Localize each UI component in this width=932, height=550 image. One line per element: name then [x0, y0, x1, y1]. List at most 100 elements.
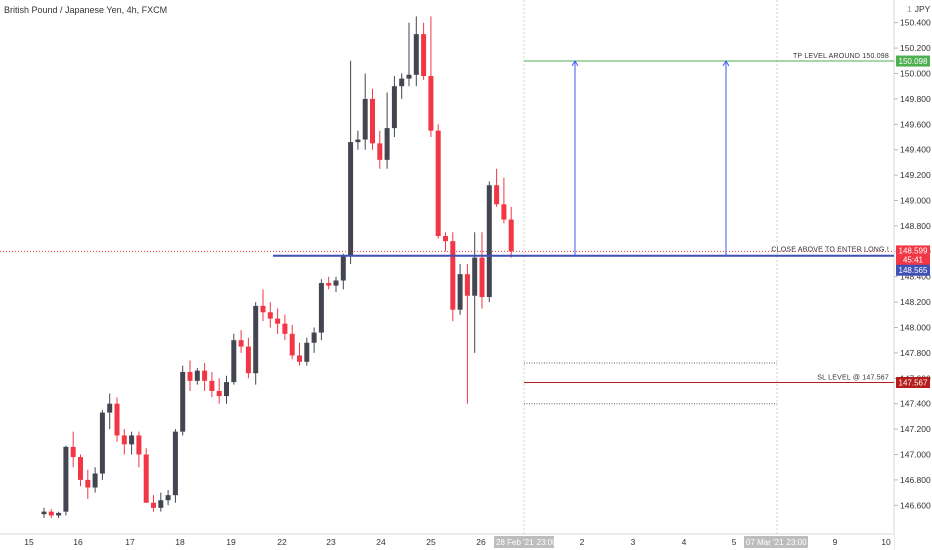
candle-body — [377, 143, 383, 160]
candle[interactable] — [209, 371, 215, 398]
candle[interactable] — [194, 368, 200, 385]
candle[interactable] — [158, 492, 164, 512]
candle[interactable] — [333, 276, 339, 292]
y-tick-label: 147.200 — [900, 424, 931, 434]
candle[interactable] — [355, 130, 361, 150]
candle[interactable] — [428, 16, 434, 137]
candle-body — [384, 128, 390, 160]
candle[interactable] — [282, 314, 288, 341]
target-arrow-2[interactable] — [722, 60, 730, 257]
candle[interactable] — [136, 431, 142, 468]
candle[interactable] — [48, 509, 54, 518]
candle[interactable] — [384, 92, 390, 169]
candle[interactable] — [151, 495, 156, 512]
x-tick-label: 18 — [175, 537, 185, 547]
candle[interactable] — [297, 342, 302, 366]
candle[interactable] — [435, 124, 441, 239]
candle[interactable] — [318, 279, 324, 341]
candle-body — [224, 382, 229, 397]
entry-price-tag: 148.565 — [896, 264, 930, 276]
candle[interactable] — [260, 289, 266, 322]
candle[interactable] — [450, 232, 456, 322]
candle[interactable] — [479, 232, 485, 309]
x-tick-label: 15 — [24, 537, 34, 547]
candle[interactable] — [85, 469, 91, 499]
candle[interactable] — [275, 308, 281, 334]
candle[interactable] — [472, 232, 478, 353]
candle-body — [209, 380, 215, 391]
candle[interactable] — [99, 410, 105, 480]
candle[interactable] — [362, 73, 368, 150]
tp-price-tag: 150.098 — [896, 55, 930, 67]
candle[interactable] — [326, 276, 332, 290]
candle[interactable] — [78, 454, 83, 487]
candle[interactable] — [70, 431, 76, 468]
candle[interactable] — [289, 324, 295, 360]
candle[interactable] — [391, 76, 397, 137]
candle[interactable] — [224, 375, 229, 404]
sl-label[interactable]: SL LEVEL @ 147.567 — [817, 374, 889, 381]
candle[interactable] — [238, 330, 244, 353]
candle[interactable] — [464, 264, 470, 404]
candle-body — [107, 403, 113, 413]
candle[interactable] — [399, 73, 405, 99]
candle[interactable] — [92, 467, 98, 493]
svg-text:148.599: 148.599 — [899, 246, 928, 255]
candle[interactable] — [187, 360, 193, 391]
candle[interactable] — [267, 302, 273, 328]
candle[interactable] — [501, 177, 507, 224]
candle[interactable] — [245, 337, 251, 379]
candle[interactable] — [129, 431, 135, 455]
candle[interactable] — [56, 511, 62, 518]
candle[interactable] — [121, 429, 127, 455]
entry-label[interactable]: CLOSE ABOVE TO ENTER LONG ! — [771, 247, 889, 254]
candle[interactable] — [348, 60, 354, 264]
candle[interactable] — [63, 445, 69, 516]
candle-body — [151, 502, 156, 508]
candle-body — [275, 318, 281, 324]
candle[interactable] — [406, 22, 412, 87]
chart-title: British Pound / Japanese Yen, 4h, FXCM — [4, 5, 167, 15]
candle[interactable] — [413, 16, 419, 87]
candle[interactable] — [443, 232, 448, 252]
x-tick-label: 16 — [73, 537, 83, 547]
x-tick-label: 10 — [881, 537, 891, 547]
candle[interactable] — [494, 168, 500, 207]
candle[interactable] — [114, 397, 120, 442]
candle[interactable] — [508, 206, 514, 258]
x-tick-label: 22 — [277, 537, 287, 547]
candle-body — [421, 34, 427, 77]
candle[interactable] — [216, 378, 222, 404]
candle-body — [340, 256, 346, 281]
candle[interactable] — [377, 130, 383, 169]
x-tick-label: 9 — [833, 537, 838, 547]
tp-label[interactable]: TP LEVEL AROUND 150.098 — [793, 53, 889, 60]
candle[interactable] — [370, 88, 375, 150]
target-arrow-1[interactable] — [571, 60, 579, 257]
candle[interactable] — [304, 337, 310, 366]
candle[interactable] — [172, 429, 178, 503]
current-price-tag: 148.599 45:41 — [896, 245, 930, 266]
candle[interactable] — [202, 363, 208, 391]
candle[interactable] — [143, 448, 149, 503]
time-axis[interactable] — [0, 534, 894, 550]
candle-body — [172, 431, 178, 496]
y-tick-label: 149.600 — [900, 119, 931, 129]
candle-body — [187, 371, 193, 381]
candle[interactable] — [231, 333, 237, 385]
candle[interactable] — [486, 181, 492, 303]
candle-body — [253, 305, 259, 374]
candle-body — [399, 78, 405, 87]
date-tag-left: 28 Feb '21 23:00 — [494, 536, 557, 548]
candle[interactable] — [41, 507, 47, 518]
candle[interactable] — [180, 365, 186, 436]
candle[interactable] — [340, 253, 346, 290]
candle[interactable] — [311, 327, 317, 353]
candle[interactable] — [421, 22, 427, 80]
candle[interactable] — [165, 490, 171, 506]
candle[interactable] — [457, 264, 463, 315]
candle[interactable] — [253, 302, 259, 385]
candle[interactable] — [107, 393, 113, 430]
candle-body — [260, 305, 266, 313]
